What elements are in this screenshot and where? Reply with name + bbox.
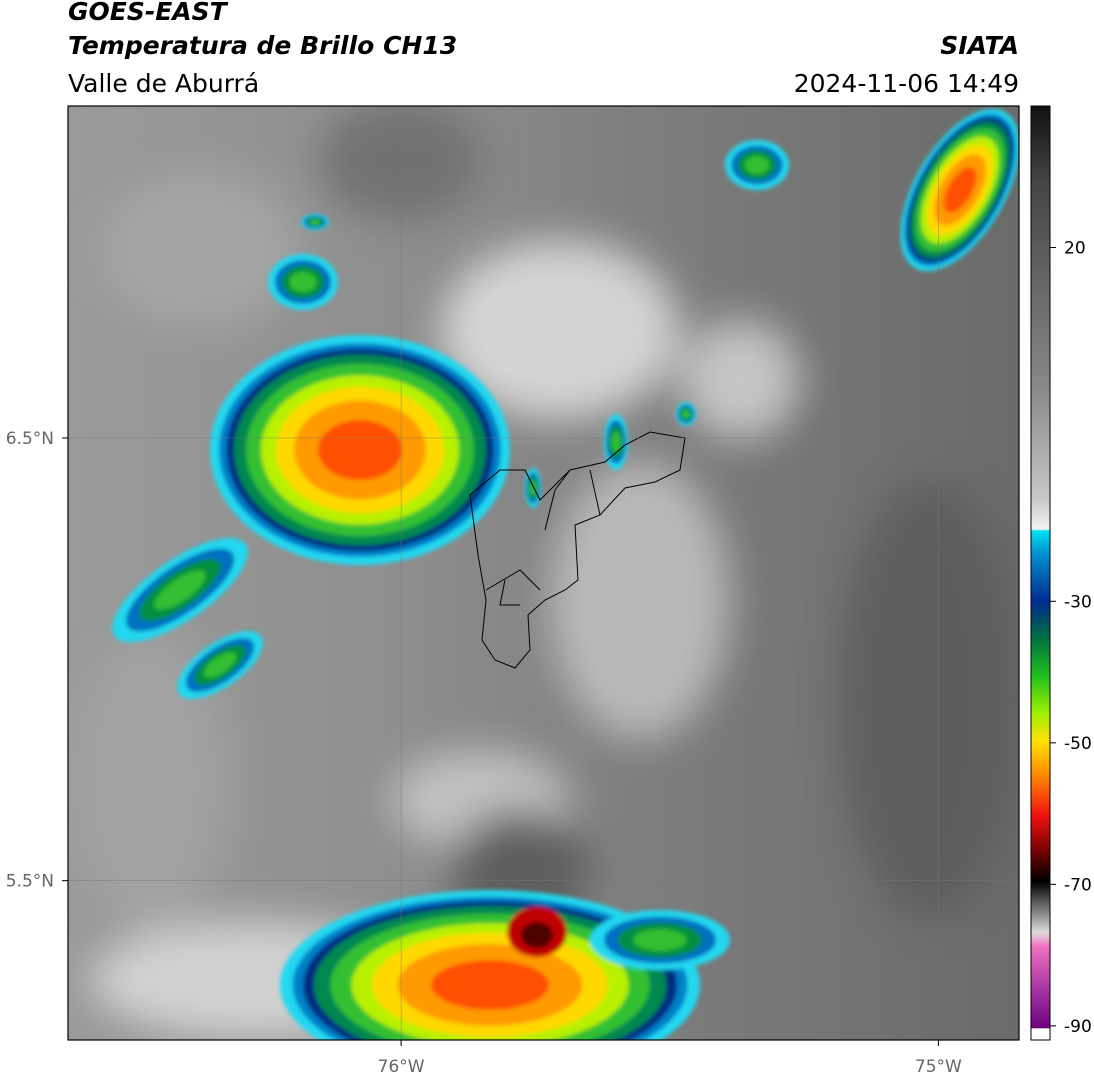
datetime: 2024-11-06 14:49	[794, 69, 1019, 98]
x-tick-label: 75°W	[915, 1057, 962, 1077]
colorbar-tick-label: 20	[1064, 239, 1086, 259]
y-tick-label: 5.5°N	[6, 872, 54, 892]
colorbar-tick-label: -70	[1064, 875, 1092, 895]
source: SIATA	[940, 31, 1019, 60]
x-tick-label: 76°W	[378, 1057, 425, 1077]
colorbar-tick-label: -30	[1064, 592, 1092, 612]
satellite-image	[68, 106, 1019, 1040]
title: GOES-EAST	[68, 0, 229, 26]
graticule: 76°W 75°W 6.5°N 5.5°N	[6, 106, 1019, 1077]
map-frame	[67, 105, 1020, 1041]
colorbar-ticks: 20 -30 -50 -70 -90	[1050, 239, 1092, 1037]
colorbar-tick-label: -50	[1064, 734, 1092, 754]
y-tick-label: 6.5°N	[6, 429, 54, 449]
subtitle: Temperatura de Brillo CH13	[68, 31, 457, 60]
colorbar-tick-label: -90	[1064, 1017, 1092, 1037]
colorbar	[1030, 105, 1051, 1041]
region: Valle de Aburrá	[68, 69, 259, 98]
